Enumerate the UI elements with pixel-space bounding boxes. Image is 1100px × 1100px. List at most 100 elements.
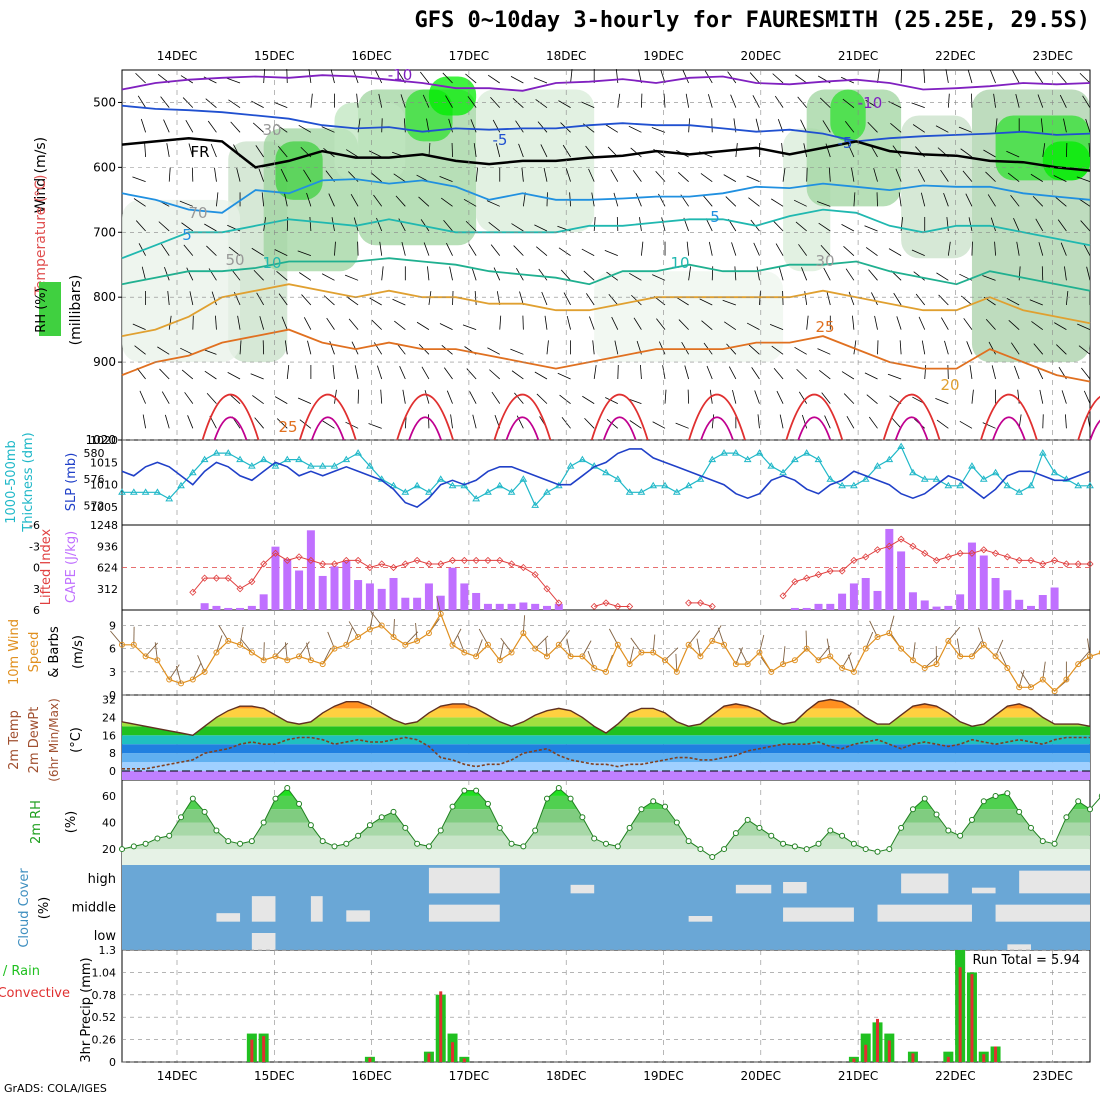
cloud-block <box>1007 944 1031 950</box>
wind-barb <box>144 142 147 158</box>
cloud-block <box>783 907 854 922</box>
wind-barb <box>651 127 666 133</box>
wind-barb <box>543 167 548 182</box>
thickness-point <box>885 455 894 463</box>
wind-barb <box>1081 367 1091 380</box>
wind-barb <box>635 193 642 207</box>
wind-barb <box>132 176 146 183</box>
cape-bar <box>967 542 976 610</box>
wind-barb <box>187 415 194 429</box>
wind-point <box>1039 676 1046 683</box>
wind-barb <box>628 125 642 133</box>
wind-point <box>685 641 692 648</box>
isotherm-warm <box>590 393 649 441</box>
top-day-label: 18DEC <box>546 49 586 63</box>
contour-label-0: -10 <box>388 66 413 84</box>
wind-barb <box>1010 195 1020 207</box>
wind-barb <box>865 247 878 256</box>
wind-barb <box>204 370 217 380</box>
contour-label-5: 5 <box>182 226 192 244</box>
wind-barb <box>817 201 831 207</box>
precip-bar-convective <box>451 1042 455 1062</box>
wind-point <box>815 657 822 664</box>
wind-barb <box>1065 414 1067 429</box>
wind-barb <box>708 94 713 108</box>
wind-barb <box>793 199 807 207</box>
wind-barb <box>705 218 713 232</box>
wind-barb <box>993 93 996 108</box>
wind-tick: 9 <box>109 619 116 632</box>
thickness-point <box>613 475 622 482</box>
isotherm-hot <box>213 416 248 441</box>
cape-bar <box>897 551 906 610</box>
thickness-point <box>129 488 138 495</box>
cape-bar <box>873 590 882 610</box>
temp-band <box>122 735 1090 745</box>
wind-barb <box>848 291 855 306</box>
wind-barb <box>983 149 996 158</box>
wind-point <box>768 668 775 675</box>
wind-barb <box>778 266 784 281</box>
rh-point <box>957 832 964 839</box>
slp-tick: 1015 <box>90 456 118 469</box>
rh-band <box>122 849 1090 865</box>
dewpt-label: 2m DewPt <box>27 707 42 774</box>
thickness-point <box>578 455 587 463</box>
cape-bar <box>483 603 492 610</box>
wind-point <box>992 653 999 660</box>
wind-barb <box>216 192 219 207</box>
wind-barb <box>846 415 855 429</box>
wind-barb <box>1015 93 1020 108</box>
wind-point <box>780 661 787 668</box>
cloud-level-middle: middle <box>72 901 116 916</box>
wind-barb <box>164 414 170 429</box>
wind-barb <box>608 294 619 306</box>
wind-barb <box>640 364 642 380</box>
temp-bands <box>122 699 1090 780</box>
wind-barb <box>440 197 453 207</box>
wind-point <box>555 641 562 648</box>
rh-point <box>638 806 645 813</box>
wind-barb <box>688 266 691 281</box>
wind-barb <box>1037 94 1044 108</box>
thickness-tick: 580 <box>84 447 105 460</box>
thickness-point <box>767 462 776 469</box>
wind-barb <box>231 269 241 281</box>
wind-barb <box>1054 322 1067 330</box>
y-tick-label: 800 <box>93 290 116 304</box>
wind-barb <box>722 299 736 306</box>
wind-barb <box>422 94 430 108</box>
wind-barb <box>537 121 548 133</box>
thickness-point <box>354 449 362 456</box>
top-day-label: 22DEC <box>935 49 975 63</box>
cloud-block <box>216 913 241 922</box>
li-point <box>696 599 705 607</box>
li-point <box>472 556 480 564</box>
rh-point <box>567 795 574 802</box>
rh-point <box>178 814 185 821</box>
cape-bar <box>212 605 221 610</box>
wind-barb <box>310 93 313 108</box>
wind-barb <box>658 341 666 355</box>
cape-bar <box>507 603 516 610</box>
wind-barb-10m <box>197 655 206 672</box>
wind-barb-10m <box>912 642 916 661</box>
wind-barb <box>510 348 524 355</box>
wind-barb <box>990 217 996 232</box>
series-line-dewpt <box>122 736 1090 770</box>
wind-barb <box>865 99 878 108</box>
rh-tick: 40 <box>102 817 116 830</box>
legend-rh: RH (%) <box>34 287 49 332</box>
rh-point <box>862 846 869 853</box>
rh-point <box>768 832 775 839</box>
rh-point <box>614 843 621 850</box>
precip-bar-convective <box>368 1057 372 1062</box>
wind-barb-10m <box>1042 661 1046 680</box>
wind-barb <box>583 270 595 281</box>
wind-barb <box>711 414 715 429</box>
wind-barb <box>887 373 902 380</box>
li-tick: 3 <box>33 583 40 596</box>
wind-barb <box>828 167 831 182</box>
wind-barb <box>303 317 312 330</box>
wind-barb <box>515 120 524 133</box>
